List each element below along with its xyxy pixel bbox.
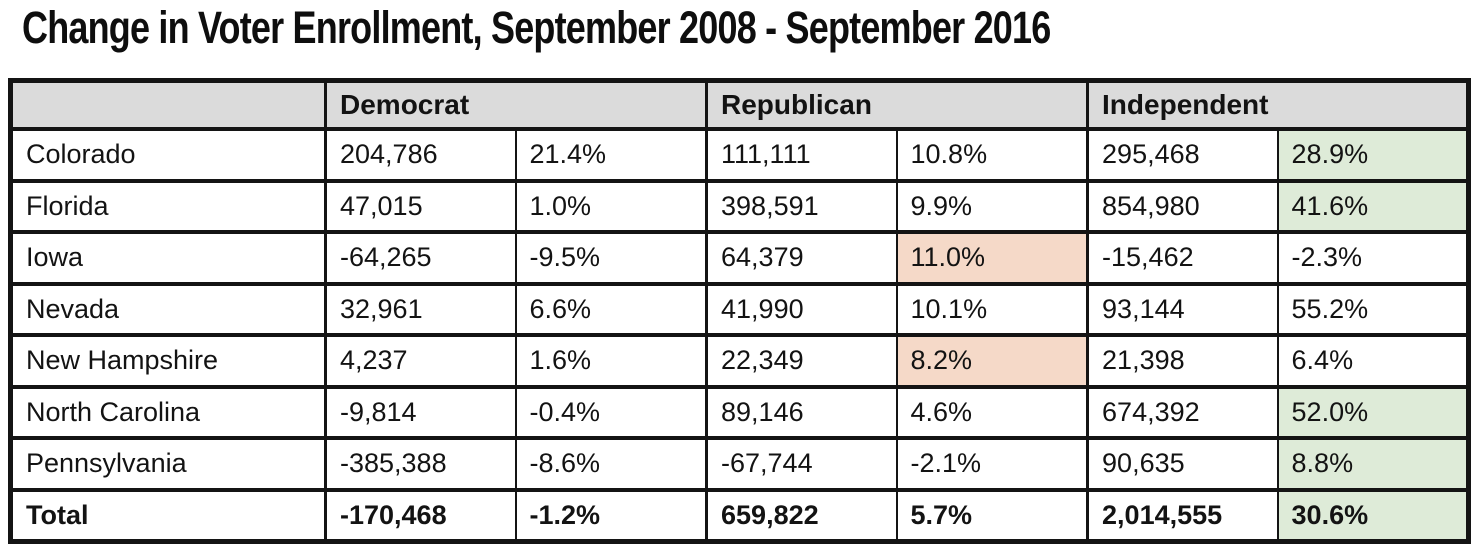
dem-pct-cell: 1.6% — [514, 333, 707, 387]
ind-pct-cell: 55.2% — [1276, 281, 1469, 335]
state-name-cell: Total — [10, 487, 326, 542]
ind-change-cell: 2,014,555 — [1086, 487, 1278, 542]
dem-change-cell: -385,388 — [324, 436, 516, 490]
rep-change-cell: 41,990 — [705, 281, 897, 335]
rep-pct-cell: 10.8% — [895, 127, 1088, 181]
rep-pct-cell: 9.9% — [895, 178, 1088, 232]
ind-change-cell: 21,398 — [1086, 333, 1278, 387]
state-name-cell: Pennsylvania — [10, 436, 326, 490]
state-name-cell: Iowa — [10, 230, 326, 284]
rep-change-cell: 111,111 — [705, 127, 897, 181]
rep-change-cell: 22,349 — [705, 333, 897, 387]
rep-pct-cell: 10.1% — [895, 281, 1088, 335]
header-row: Democrat Republican Independent — [10, 78, 1469, 129]
rep-pct-cell: 11.0% — [895, 230, 1088, 284]
ind-change-cell: 93,144 — [1086, 281, 1278, 335]
voter-enrollment-table: Democrat Republican Independent Colorado… — [8, 78, 1472, 544]
table-row-new-hampshire: New Hampshire 4,237 1.6% 22,349 8.2% 21,… — [10, 333, 1469, 387]
dem-pct-cell: 21.4% — [514, 127, 707, 181]
dem-change-cell: -64,265 — [324, 230, 516, 284]
table-row-total: Total -170,468 -1.2% 659,822 5.7% 2,014,… — [10, 487, 1469, 542]
rep-change-cell: 398,591 — [705, 178, 897, 232]
ind-pct-cell: 8.8% — [1276, 436, 1469, 490]
dem-pct-cell: 1.0% — [514, 178, 707, 232]
dem-pct-cell: 6.6% — [514, 281, 707, 335]
rep-pct-cell: 5.7% — [895, 487, 1088, 542]
ind-pct-cell: -2.3% — [1276, 230, 1469, 284]
dem-change-cell: -170,468 — [324, 487, 516, 542]
dem-pct-cell: -8.6% — [514, 436, 707, 490]
ind-change-cell: 674,392 — [1086, 384, 1278, 438]
dem-pct-cell: -0.4% — [514, 384, 707, 438]
dem-pct-cell: -9.5% — [514, 230, 707, 284]
ind-change-cell: 854,980 — [1086, 178, 1278, 232]
table-row-iowa: Iowa -64,265 -9.5% 64,379 11.0% -15,462 … — [10, 230, 1469, 284]
dem-change-cell: 204,786 — [324, 127, 516, 181]
ind-pct-cell: 6.4% — [1276, 333, 1469, 387]
table-row-north-carolina: North Carolina -9,814 -0.4% 89,146 4.6% … — [10, 384, 1469, 438]
ind-change-cell: 295,468 — [1086, 127, 1278, 181]
page-title: Change in Voter Enrollment, September 20… — [22, 2, 1051, 53]
rep-pct-cell: -2.1% — [895, 436, 1088, 490]
state-name-cell: New Hampshire — [10, 333, 326, 387]
dem-change-cell: 4,237 — [324, 333, 516, 387]
table-row-colorado: Colorado 204,786 21.4% 111,111 10.8% 295… — [10, 127, 1469, 181]
table-row-pennsylvania: Pennsylvania -385,388 -8.6% -67,744 -2.1… — [10, 436, 1469, 490]
ind-pct-cell: 30.6% — [1276, 487, 1469, 542]
table-row-florida: Florida 47,015 1.0% 398,591 9.9% 854,980… — [10, 178, 1469, 232]
rep-pct-cell: 4.6% — [895, 384, 1088, 438]
state-name-cell: Nevada — [10, 281, 326, 335]
rep-change-cell: 64,379 — [705, 230, 897, 284]
ind-pct-cell: 41.6% — [1276, 178, 1469, 232]
corner-header-cell — [10, 78, 326, 129]
rep-change-cell: 659,822 — [705, 487, 897, 542]
ind-pct-cell: 52.0% — [1276, 384, 1469, 438]
column-group-republican: Republican — [705, 78, 1088, 129]
rep-change-cell: -67,744 — [705, 436, 897, 490]
column-group-democrat: Democrat — [323, 78, 707, 129]
dem-pct-cell: -1.2% — [514, 487, 707, 542]
state-name-cell: Colorado — [10, 127, 326, 181]
dem-change-cell: 47,015 — [324, 178, 516, 232]
state-name-cell: North Carolina — [10, 384, 326, 438]
column-group-independent: Independent — [1086, 78, 1469, 129]
ind-change-cell: -15,462 — [1086, 230, 1278, 284]
rep-pct-cell: 8.2% — [895, 333, 1088, 387]
dem-change-cell: 32,961 — [324, 281, 516, 335]
state-name-cell: Florida — [10, 178, 326, 232]
ind-change-cell: 90,635 — [1086, 436, 1278, 490]
ind-pct-cell: 28.9% — [1276, 127, 1469, 181]
table-row-nevada: Nevada 32,961 6.6% 41,990 10.1% 93,144 5… — [10, 281, 1469, 335]
dem-change-cell: -9,814 — [324, 384, 516, 438]
rep-change-cell: 89,146 — [705, 384, 897, 438]
